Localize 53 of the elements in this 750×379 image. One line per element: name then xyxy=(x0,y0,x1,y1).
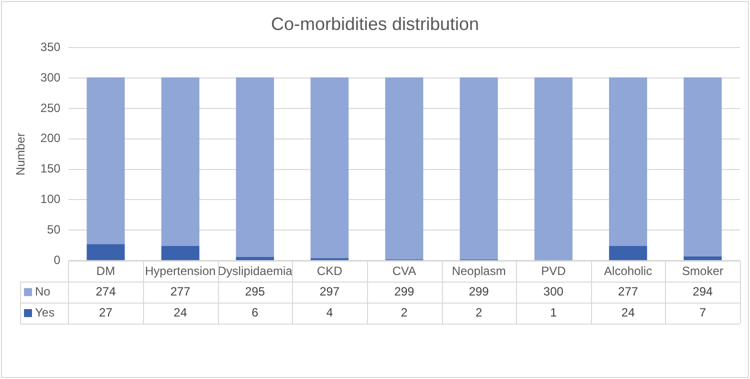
data-label: 277 xyxy=(170,284,191,298)
x-tick-label: Dyslipidaemia xyxy=(218,264,293,278)
data-label: 27 xyxy=(99,305,113,320)
y-tick-label: 250 xyxy=(40,100,61,115)
y-tick-label: 0 xyxy=(54,252,61,267)
bar xyxy=(534,77,572,260)
bar xyxy=(460,77,498,260)
bar xyxy=(161,246,200,260)
x-tick-label: CVA xyxy=(392,264,416,278)
x-tick-label: Smoker xyxy=(682,264,724,278)
bar xyxy=(161,77,200,246)
y-tick-label: 200 xyxy=(40,131,61,146)
data-label: 2 xyxy=(400,305,408,320)
data-label: 4 xyxy=(326,305,334,320)
y-tick-label: 100 xyxy=(40,192,61,206)
data-label: 300 xyxy=(543,284,564,298)
y-axis-title: Number xyxy=(14,132,28,176)
legend-label: Yes xyxy=(35,305,55,320)
bar xyxy=(310,77,349,258)
y-tick-label: 300 xyxy=(40,70,61,84)
x-tick-label: Hypertension xyxy=(144,264,216,278)
bar xyxy=(385,77,424,260)
y-tick-label: 150 xyxy=(40,162,61,176)
data-label: 297 xyxy=(320,284,340,298)
bar xyxy=(86,77,125,244)
data-label: 295 xyxy=(244,284,266,298)
bar xyxy=(236,256,274,260)
x-tick-label: CKD xyxy=(316,264,343,278)
bar xyxy=(684,77,722,256)
bar xyxy=(609,77,648,246)
chart-title: Co-morbidities distribution xyxy=(270,14,480,34)
y-tick-label: 50 xyxy=(47,222,61,236)
data-label: 299 xyxy=(468,284,490,298)
x-tick-label: PVD xyxy=(541,264,566,278)
bar xyxy=(684,256,722,260)
x-tick-label: Neoplasm xyxy=(452,264,506,278)
data-label: 277 xyxy=(618,284,638,298)
x-tick-label: Alcoholic xyxy=(604,264,652,278)
legend-label: No xyxy=(35,284,51,298)
bar xyxy=(609,246,648,260)
data-label: 2 xyxy=(475,305,482,320)
bar xyxy=(86,244,125,260)
data-label: 7 xyxy=(699,305,706,320)
data-label: 24 xyxy=(174,305,188,320)
x-tick-label: DM xyxy=(96,264,116,278)
data-label: 274 xyxy=(96,284,116,298)
data-label: 294 xyxy=(692,284,714,298)
bar xyxy=(236,77,274,257)
data-label: 299 xyxy=(394,284,415,298)
y-tick-label: 350 xyxy=(40,40,61,54)
data-label: 6 xyxy=(252,305,259,320)
data-label: 24 xyxy=(621,305,636,320)
data-label: 1 xyxy=(550,305,558,320)
